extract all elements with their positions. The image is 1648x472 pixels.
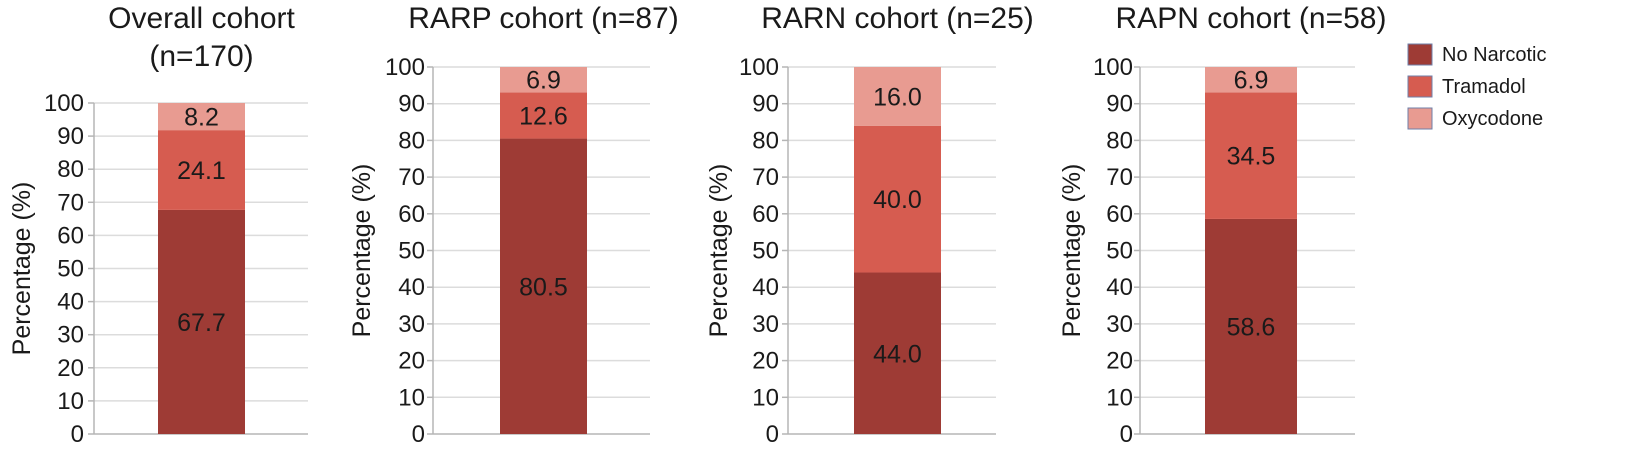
chart-title-line: (n=170): [149, 40, 253, 73]
y-tick-label: 10: [1106, 384, 1133, 411]
data-label: 12.6: [519, 102, 568, 130]
y-axis-label: Percentage (%): [348, 164, 376, 338]
y-tick-label: 50: [1106, 238, 1133, 265]
bar-segment-oxycodone: [500, 67, 587, 93]
data-label: 6.9: [1234, 67, 1269, 95]
y-tick-label: 50: [57, 256, 84, 283]
y-tick-label: 50: [398, 238, 425, 265]
chart-panel-1: Overall cohort (n=170) 0 10 20 30 40 50 60 70 80 90…: [8, 2, 308, 448]
legend-swatch-tramadol: [1407, 75, 1433, 98]
y-tick-label: 20: [1106, 348, 1133, 375]
y-tick-label: 0: [766, 421, 779, 448]
chart-panel-3: RARN cohort (n=25) 0 10 20 30 40 50 60 70 80 90 100…: [705, 2, 1034, 448]
bar-segment-no-narcotic: [158, 209, 245, 434]
y-tick-label: 10: [57, 388, 84, 415]
y-axis-label: Percentage (%): [8, 182, 36, 356]
y-tick-label: 40: [1106, 274, 1133, 301]
data-label: 40.0: [873, 186, 922, 214]
y-tick-label: 70: [1106, 164, 1133, 191]
legend-swatch-oxycodone: [1407, 107, 1433, 130]
y-tick-label: 10: [398, 384, 425, 411]
data-label: 58.6: [1227, 313, 1276, 341]
y-tick-label: 0: [412, 421, 425, 448]
y-tick-label: 80: [1106, 127, 1133, 154]
bar-segment-no-narcotic: [854, 272, 941, 434]
y-tick-label: 60: [752, 201, 779, 228]
y-tick-label: 30: [57, 322, 84, 349]
y-tick-label: 80: [752, 127, 779, 154]
y-tick-label: 30: [752, 311, 779, 338]
y-tick-label: 10: [752, 384, 779, 411]
data-label: 24.1: [177, 157, 226, 185]
y-tick-label: 70: [57, 189, 84, 216]
y-tick-label: 30: [398, 311, 425, 338]
data-label: 16.0: [873, 83, 922, 111]
y-tick-label: 100: [739, 54, 779, 81]
legend: No Narcotic Tramadol Oxycodone: [1407, 43, 1546, 130]
y-tick-label: 20: [398, 348, 425, 375]
y-axis-label: Percentage (%): [1058, 164, 1086, 338]
bar-segment-tramadol: [1205, 92, 1297, 219]
y-tick-label: 80: [57, 156, 84, 183]
data-label: 8.2: [184, 104, 219, 132]
legend-label: No Narcotic: [1442, 44, 1546, 66]
bar-segment-no-narcotic: [500, 138, 587, 434]
bar-segment-no-narcotic: [1205, 218, 1297, 434]
bar-segment-oxycodone: [158, 103, 245, 131]
y-tick-label: 70: [752, 164, 779, 191]
y-tick-label: 90: [398, 91, 425, 118]
y-tick-label: 90: [57, 123, 84, 150]
legend-swatch-no-narcotic: [1407, 43, 1433, 66]
chart-title-line: RARN cohort (n=25): [761, 2, 1034, 35]
y-tick-label: 100: [44, 90, 84, 117]
data-label: 80.5: [519, 273, 568, 301]
y-tick-label: 50: [752, 238, 779, 265]
y-tick-label: 40: [752, 274, 779, 301]
chart-title-line: RARP cohort (n=87): [408, 2, 678, 35]
chart-panel-2: RARP cohort (n=87) 0 10 20 30 40 50 60 70 80 90 100…: [348, 2, 679, 448]
chart-title-line: RAPN cohort (n=58): [1116, 2, 1387, 35]
y-tick-label: 20: [57, 355, 84, 382]
y-tick-label: 80: [398, 127, 425, 154]
y-tick-label: 60: [57, 222, 84, 249]
y-axis-label: Percentage (%): [705, 164, 733, 338]
bar-segment-oxycodone: [1205, 67, 1297, 93]
y-tick-label: 100: [1093, 54, 1133, 81]
y-tick-label: 20: [752, 348, 779, 375]
y-tick-label: 90: [1106, 91, 1133, 118]
y-tick-label: 0: [71, 421, 84, 448]
legend-label: Tramadol: [1442, 76, 1526, 98]
y-tick-label: 60: [1106, 201, 1133, 228]
y-tick-label: 30: [1106, 311, 1133, 338]
data-label: 34.5: [1227, 143, 1276, 171]
chart-title-line: Overall cohort: [108, 2, 295, 35]
data-label: 44.0: [873, 340, 922, 368]
bar-segment-tramadol: [158, 130, 245, 210]
y-tick-label: 40: [57, 289, 84, 316]
bar-segment-tramadol: [500, 92, 587, 139]
bar-segment-tramadol: [854, 125, 941, 273]
data-label: 67.7: [177, 309, 226, 337]
legend-label: Oxycodone: [1442, 108, 1543, 130]
y-tick-label: 90: [752, 91, 779, 118]
y-tick-label: 40: [398, 274, 425, 301]
y-tick-label: 100: [385, 54, 425, 81]
chart-panel-4: RAPN cohort (n=58) 0 10 20 30 40 50 60 70 80 90 100…: [1058, 2, 1386, 448]
y-tick-label: 0: [1120, 421, 1133, 448]
bar-segment-oxycodone: [854, 67, 941, 126]
y-tick-label: 60: [398, 201, 425, 228]
y-tick-label: 70: [398, 164, 425, 191]
data-label: 6.9: [526, 67, 561, 95]
